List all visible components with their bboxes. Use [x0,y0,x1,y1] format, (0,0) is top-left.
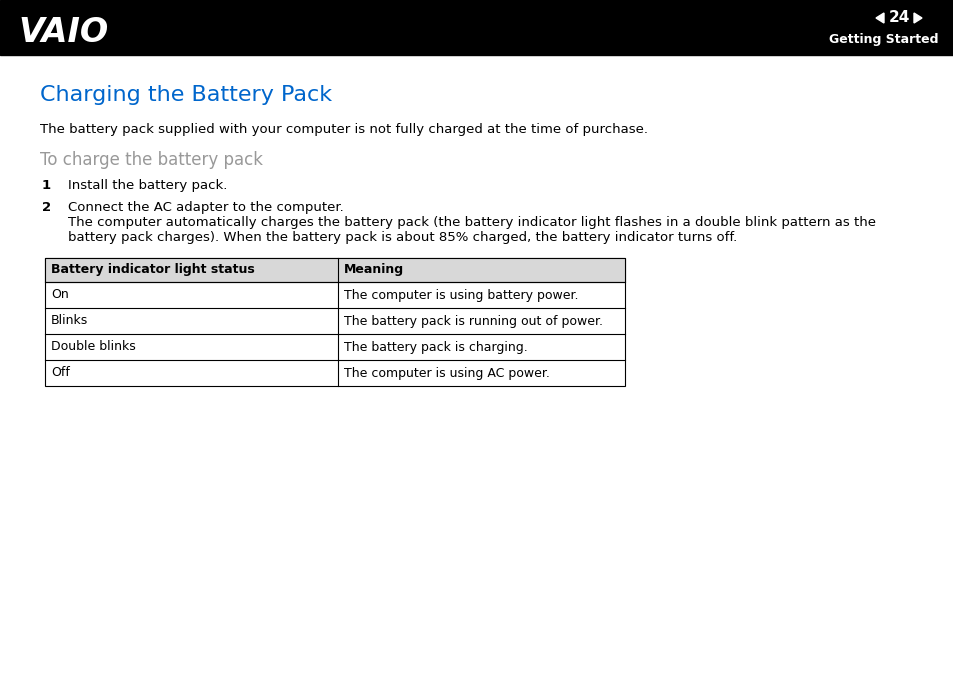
Text: Battery indicator light status: Battery indicator light status [51,264,254,276]
Bar [45,258,624,282]
Text: 1: 1 [42,179,51,192]
Text: Charging the Battery Pack: Charging the Battery Pack [40,85,332,105]
Polygon shape [913,13,921,23]
Text: Meaning: Meaning [344,264,404,276]
Text: The computer automatically charges the battery pack (the battery indicator light: The computer automatically charges the b… [68,216,875,244]
Bar [45,258,624,386]
Text: The computer is using battery power.: The computer is using battery power. [344,288,578,301]
Text: The computer is using AC power.: The computer is using AC power. [344,367,549,379]
Text: VAIO: VAIO [18,16,108,49]
Text: The battery pack is charging.: The battery pack is charging. [344,340,527,353]
Bar [0,0,953,55]
Text: To charge the battery pack: To charge the battery pack [40,151,263,169]
Text: Blinks: Blinks [51,315,89,328]
Text: The battery pack is running out of power.: The battery pack is running out of power… [344,315,602,328]
Text: The battery pack supplied with your computer is not fully charged at the time of: The battery pack supplied with your comp… [40,123,647,136]
Polygon shape [875,13,883,23]
Text: 24: 24 [887,11,909,26]
Text: Getting Started: Getting Started [828,34,938,47]
Text: Double blinks: Double blinks [51,340,135,353]
Text: Install the battery pack.: Install the battery pack. [68,179,227,192]
Text: Off: Off [51,367,70,379]
Text: Connect the AC adapter to the computer.: Connect the AC adapter to the computer. [68,201,343,214]
Text: 2: 2 [42,201,51,214]
Text: On: On [51,288,69,301]
